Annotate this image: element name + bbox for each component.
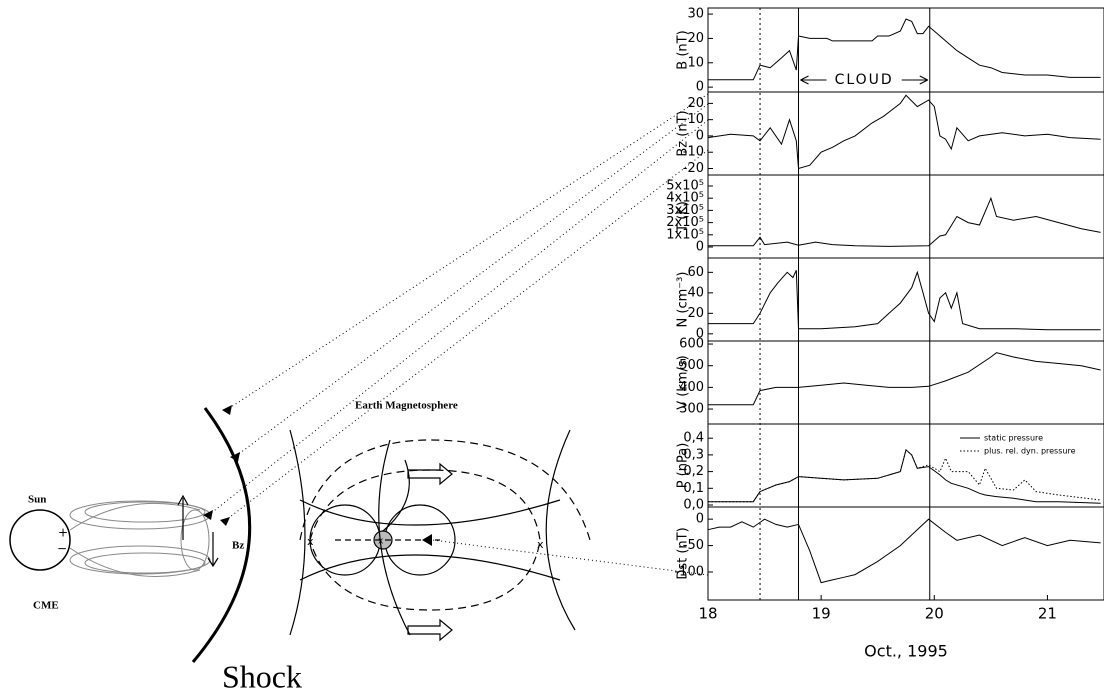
y-tick-label: 0,3 [683,447,704,462]
data-line [708,270,1101,331]
shock-label: Shock [222,658,302,694]
y-tick-label: 1x10⁵ [666,227,704,242]
y-tick-label: 0 [696,128,704,143]
cloud-label: CLOUD [835,72,894,88]
y-tick-label: -20 [683,161,704,176]
y-tick-label: 10 [687,112,704,127]
legend-label: static pressure [984,434,1043,443]
panel-frame [707,423,1104,508]
data-line [708,196,1101,247]
y-axis-title: Dst (nT) [676,527,691,579]
x-tick-label: 19 [812,605,831,623]
plus-label: + [58,526,68,540]
data-line [708,448,1101,504]
data-line [708,352,1101,406]
x-tick-label: 20 [925,605,944,623]
panel-frame [707,7,1104,93]
y-tick-label: 0 [696,80,704,95]
x-tick-label: 21 [1038,605,1057,623]
magnetosphere [289,429,591,642]
sun-label: Sun [28,494,46,506]
y-tick-label: 0 [696,512,704,527]
y-tick-label: 0 [696,326,704,341]
mapping-lines [209,93,709,576]
y-tick-label: -10 [683,145,704,160]
panel-frame [707,174,1104,259]
x-point: x [307,535,314,548]
y-axis-title: Bz (nT) [676,110,691,156]
y-tick-label: 0,2 [683,464,704,479]
y-tick-label: 500 [679,358,704,373]
y-tick-label: -100 [674,564,704,579]
x-tick-label: 18 [698,605,717,623]
x-point: x [378,537,384,547]
y-axis-title: P (nPa) [676,443,691,489]
y-tick-label: 10 [687,55,704,70]
y-tick-label: 60 [687,265,704,280]
cme-label: CME [33,600,59,612]
y-tick-label: 3x10⁵ [666,203,704,218]
y-tick-label: 300 [679,402,704,417]
bz-label: Bz [232,540,244,552]
schematic [9,93,709,663]
y-axis-title: V (km/s) [676,355,691,410]
x-axis-title: Oct., 1995 [864,642,948,661]
minus-label: − [57,542,67,556]
y-tick-label: 20 [687,31,704,46]
sun-disk [9,509,71,571]
y-tick-label: 0,0 [683,497,704,512]
y-tick-label: 0,4 [683,431,704,446]
y-tick-label: 2x10⁵ [666,215,704,230]
y-tick-label: -50 [683,538,704,553]
y-tick-label: 40 [687,285,704,300]
panel-frame [707,91,1104,176]
cloud-arrow [800,75,928,85]
cme-loops [69,500,211,577]
y-axis-title: N (cm⁻³) [676,272,691,328]
y-axis-title: T (K) [676,201,691,233]
panel-frame [707,340,1104,425]
y-tick-label: 30 [687,7,704,22]
y-tick-label: 400 [679,380,704,395]
shock-front [191,407,252,663]
magnetosphere-label: Earth Magnetosphere [355,400,458,412]
data-line [707,94,1101,170]
data-line [708,448,1101,503]
panel-frame [707,506,1104,601]
y-tick-label: 5x10⁵ [666,178,704,193]
data-line [708,18,1101,81]
y-tick-label: 600 [679,337,704,352]
y-tick-label: 0,1 [683,481,704,496]
x-point: x [537,538,544,551]
y-tick-label: 20 [687,306,704,321]
legend-label: plus. rel. dyn. pressure [984,447,1076,456]
y-tick-label: 4x10⁵ [666,191,704,206]
y-tick-label: 0 [696,240,704,255]
y-axis-title: B (nT) [676,30,691,69]
data-line [707,518,1101,584]
y-tick-label: 20 [687,96,704,111]
